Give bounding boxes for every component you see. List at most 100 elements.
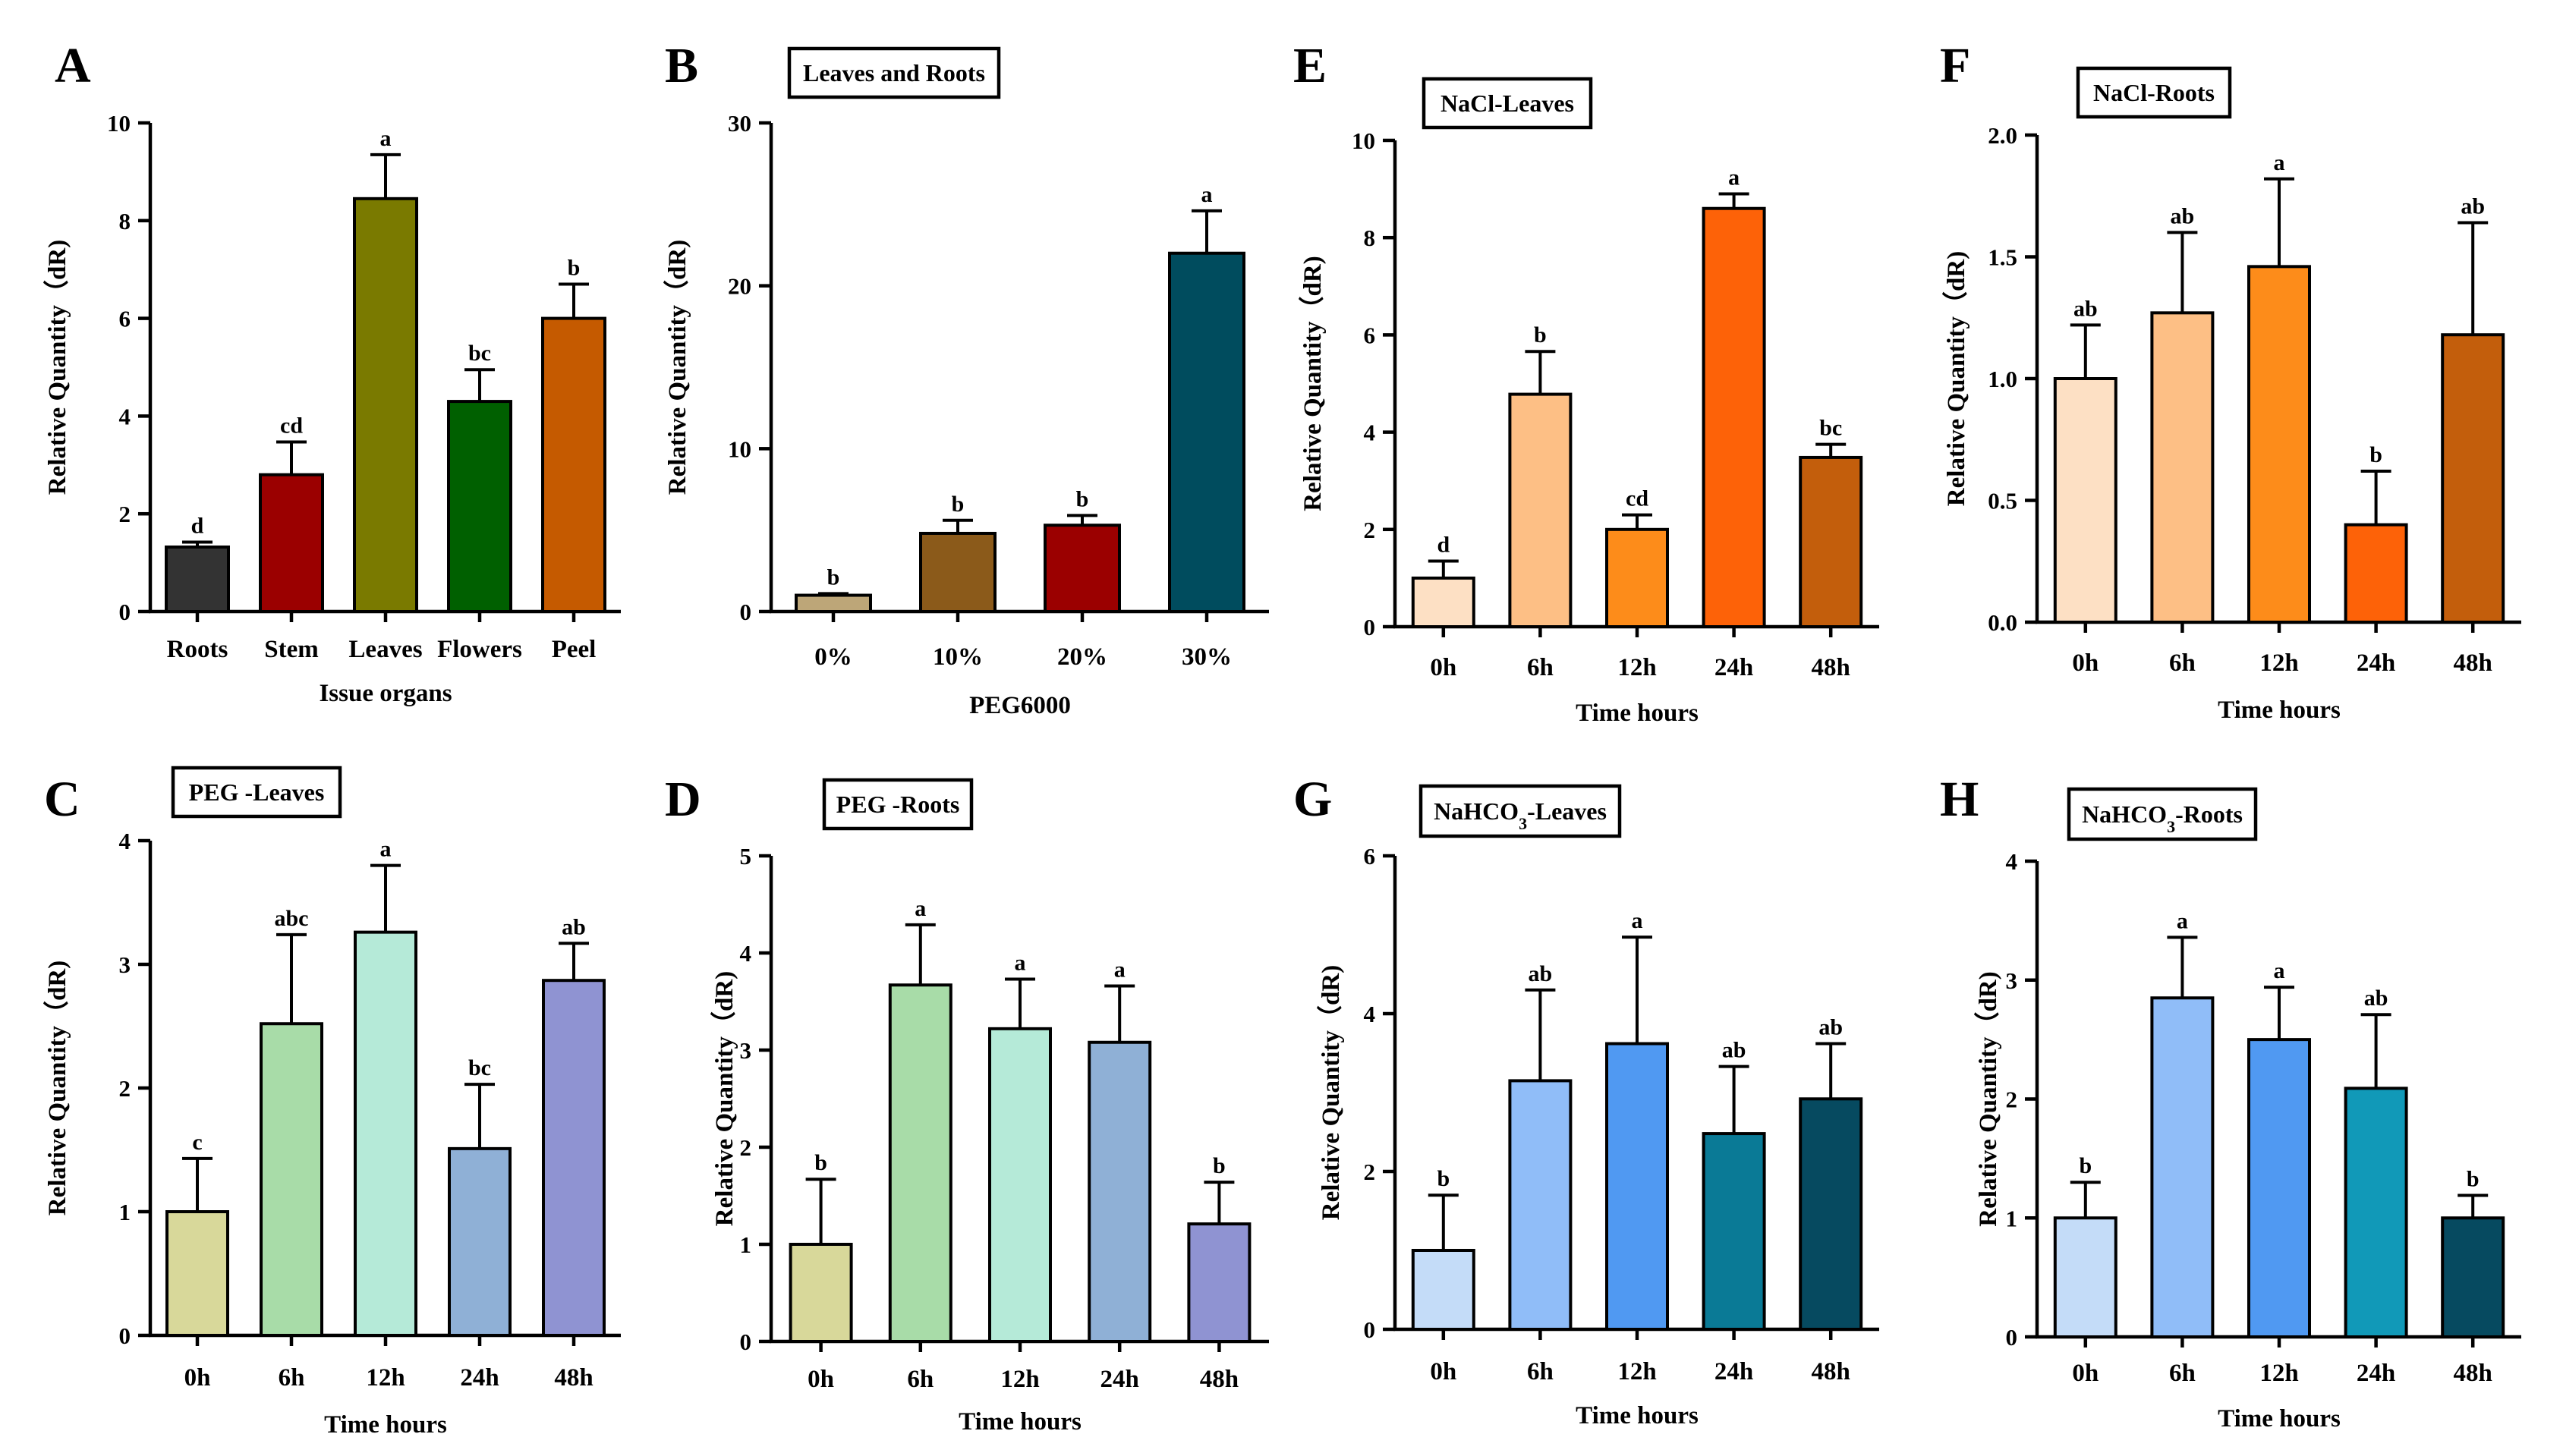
bar-f-6h [2150,311,2215,624]
y-tick-label-g: 2 [1364,1159,1376,1185]
bar-g-0h [1411,1249,1475,1331]
bar-e-0h [1411,576,1475,629]
significance-label-h: a [2177,908,2188,933]
x-tick-label-g: 24h [1714,1358,1753,1385]
panel-h: H 0 1 2 3 4 b 0h a 6h a 12h ab 24h b 48h Time hours Relat… [1940,772,2521,1432]
significance-label-h: b [2079,1153,2092,1178]
bar-a-peel [541,316,606,613]
significance-label-d: a [915,896,926,921]
bar-g-6h [1508,1079,1573,1332]
panel-letter-c: C [44,772,80,827]
y-tick-label-d: 3 [740,1037,752,1064]
significance-label-g: ab [1529,961,1553,986]
y-tick-label-a: 6 [119,306,131,332]
y-tick-label-d: 5 [740,843,752,870]
title-box-f [2076,66,2232,119]
x-tick-label-h: 48h [2454,1360,2492,1387]
significance-label-e: cd [1626,486,1648,511]
y-tick-label-a: 2 [119,501,131,527]
y-tick-label-d: 2 [740,1134,752,1161]
bar-g-24h [1702,1132,1766,1331]
x-tick-label-d: 48h [1200,1366,1239,1393]
bar-h-12h [2247,1038,2311,1338]
x-tick-label-c: 0h [184,1364,211,1392]
x-tick-label-e: 12h [1617,654,1656,681]
x-tick-label-b: 20% [1057,643,1107,671]
panel-letter-g: G [1293,772,1332,827]
x-tick-label-e: 24h [1714,654,1753,681]
significance-label-e: a [1728,165,1740,190]
significance-label-d: a [1114,958,1126,983]
bar-b-30pct [1168,251,1245,613]
x-tick-label-a: Roots [167,636,228,663]
significance-label-f: a [2274,150,2285,175]
x-tick-label-a: Flowers [437,636,522,663]
significance-label-g: a [1632,908,1643,933]
x-tick-label-d: 0h [808,1366,834,1393]
y-tick-label-c: 3 [119,951,131,978]
y-tick-label-d: 0 [740,1329,752,1355]
title-box-b [787,46,1001,99]
bar-a-leaves [353,197,418,613]
x-tick-label-h: 12h [2259,1360,2298,1387]
y-tick-label-h: 2 [2006,1086,2018,1113]
significance-label-e: bc [1819,416,1842,441]
y-tick-label-a: 8 [119,208,131,234]
y-tick-label-f: 0.0 [1988,609,2017,636]
x-axis-title-a: Issue organs [319,680,452,707]
bar-h-6h [2150,996,2215,1338]
bar-d-48h [1187,1222,1252,1343]
y-tick-label-b: 20 [728,273,751,300]
bar-g-48h [1799,1097,1863,1331]
title-box-h [2067,787,2258,841]
bar-b-0pct [795,593,872,613]
significance-label-a: cd [280,414,303,439]
chart-title-c: PEG -Leaves [189,778,325,806]
significance-label-a: b [568,256,581,281]
bar-c-48h [542,979,606,1337]
significance-label-g: b [1437,1166,1450,1191]
x-tick-label-d: 24h [1100,1366,1139,1393]
y-axis-title-f: Relative Quantity（dR) [1942,251,1970,506]
significance-label-d: b [1213,1153,1226,1178]
y-tick-label-h: 3 [2006,967,2018,994]
significance-label-f: ab [2461,194,2485,219]
y-tick-label-h: 0 [2006,1324,2018,1351]
bar-c-12h [354,930,417,1337]
y-tick-label-f: 2.0 [1988,122,2017,149]
x-tick-label-b: 30% [1182,643,1232,671]
y-tick-label-c: 2 [119,1075,131,1102]
x-tick-label-d: 6h [907,1366,934,1393]
x-tick-label-g: 6h [1527,1358,1554,1385]
bar-a-flowers [447,400,512,614]
panel-c: C 0 1 2 3 4 c 0h abc 6h a 12h bc 24h ab 48h Time hours Re… [43,766,621,1439]
y-tick-label-d: 4 [740,940,752,967]
title-box-e [1422,77,1593,130]
significance-label-b: b [1076,486,1089,511]
x-tick-label-h: 24h [2357,1360,2395,1387]
bar-e-48h [1799,455,1863,628]
y-tick-label-b: 0 [740,599,752,625]
y-tick-label-e: 8 [1364,225,1376,251]
significance-label-h: a [2274,958,2285,983]
bar-h-48h [2441,1216,2505,1338]
title-box-c [171,766,342,819]
x-tick-label-f: 24h [2357,649,2395,677]
significance-label-f: ab [2171,203,2195,228]
significance-label-e: b [1534,322,1547,347]
y-axis-title-b: Relative Quantity（dR) [663,240,691,495]
x-tick-label-c: 24h [460,1364,499,1392]
significance-label-d: b [814,1150,827,1175]
y-axis-title-h: Relative Quantity（dR) [1974,971,2002,1226]
y-tick-label-h: 4 [2006,848,2018,875]
y-tick-label-f: 1.0 [1988,366,2017,392]
bar-f-48h [2441,333,2505,624]
y-tick-label-c: 0 [119,1322,131,1349]
y-axis-title-d: Relative Quantity（dR) [710,971,738,1226]
significance-label-g: ab [1818,1015,1843,1040]
x-tick-label-d: 12h [1000,1366,1039,1393]
bar-h-0h [2053,1216,2117,1338]
panel-letter-f: F [1940,38,1970,93]
x-tick-label-h: 6h [2169,1360,2196,1387]
bar-f-0h [2053,377,2117,624]
